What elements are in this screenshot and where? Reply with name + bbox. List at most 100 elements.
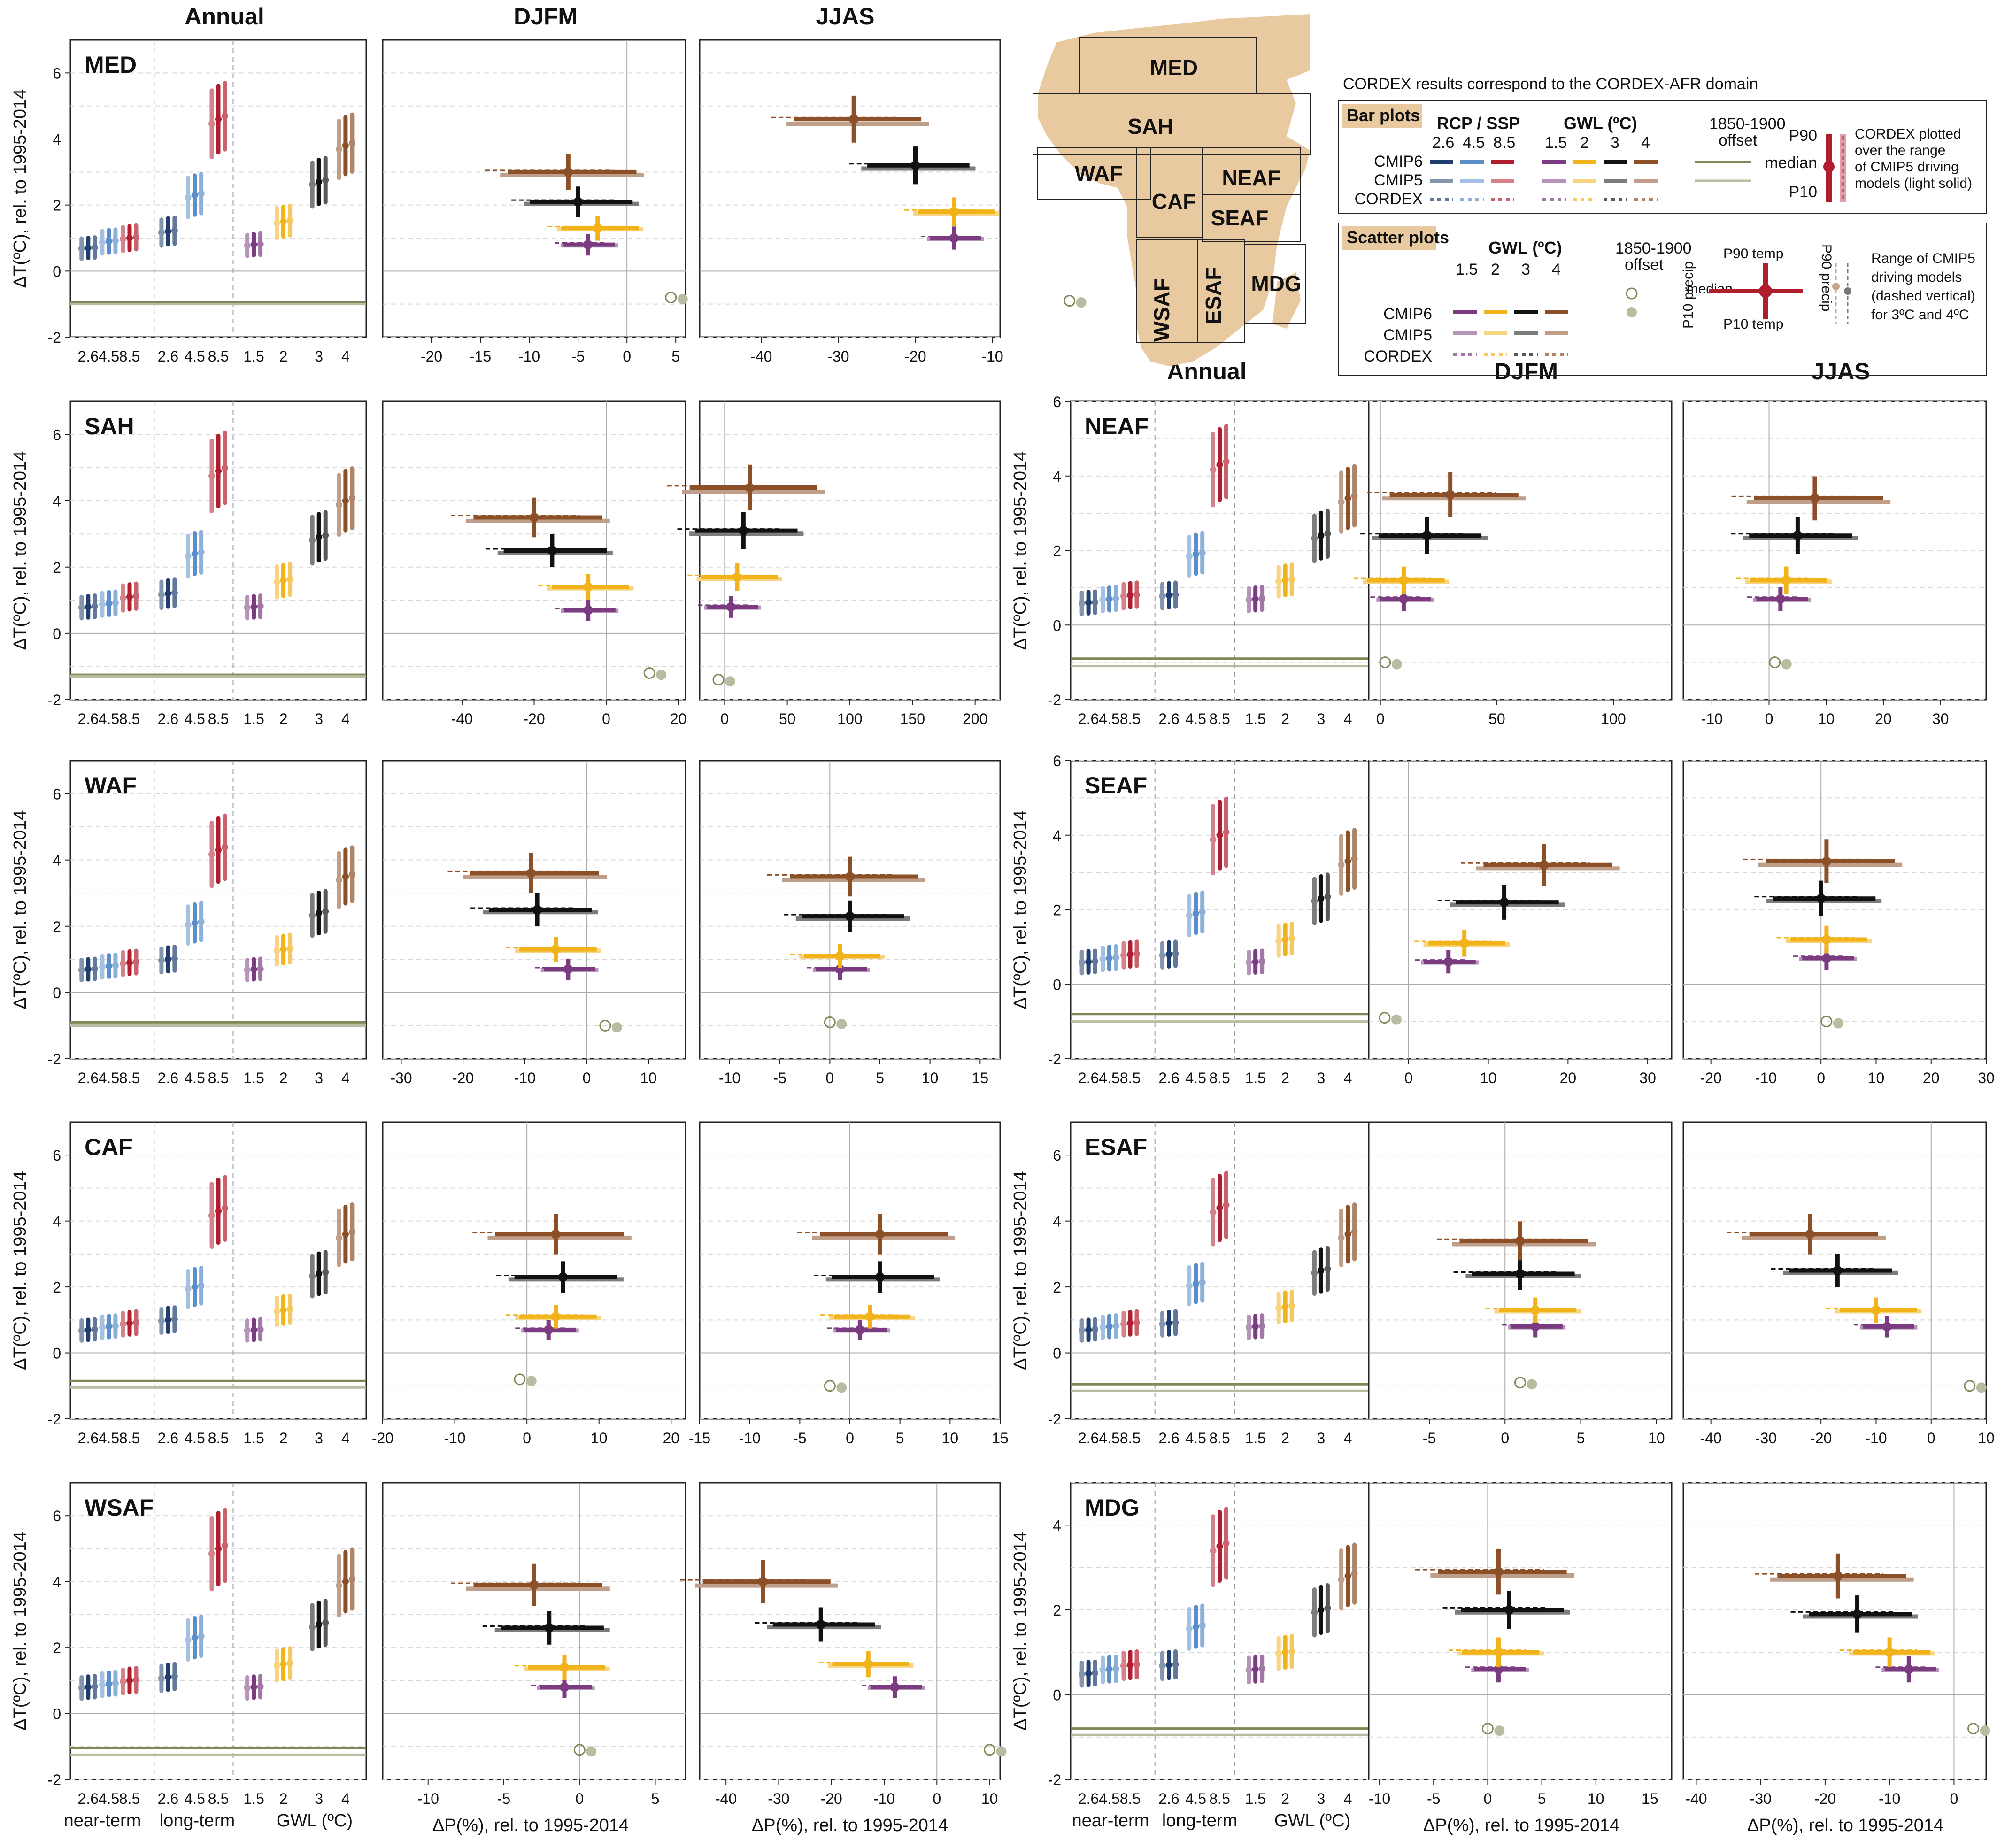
bar-median [1324, 1605, 1331, 1612]
bar-median [164, 1317, 171, 1324]
bar-median [198, 1282, 205, 1289]
offset-point-cmip5 [677, 294, 688, 305]
bar-median [309, 1273, 316, 1280]
x-tick-label: -40 [750, 348, 772, 365]
bar-median [1288, 1648, 1295, 1655]
legend-rcp-ssp: RCP / SSP [1437, 114, 1520, 133]
x-tick-label: 1.5 [243, 1430, 264, 1447]
bar-median [1351, 855, 1358, 862]
scatter-median [1775, 594, 1785, 604]
x-tick-label: 30 [1639, 1070, 1656, 1086]
x-tick-label: 0 [1376, 710, 1385, 727]
bar-median [133, 1319, 139, 1326]
x-tick-label: 4 [1344, 1790, 1352, 1807]
bar-median [1112, 595, 1119, 602]
y-tick-label: 4 [53, 852, 61, 869]
x-tick-label: -10 [518, 348, 540, 365]
offset-point-cmip6 [599, 1019, 611, 1032]
bar-median [257, 603, 264, 610]
x-tick-label: 1.5 [1245, 710, 1265, 727]
bar-median [105, 1680, 112, 1687]
bar-median [1159, 952, 1166, 959]
scatter-median [816, 1619, 826, 1629]
x-tick-label: 4.5 [99, 1430, 119, 1447]
bar-median [1133, 1661, 1140, 1668]
bar-median [273, 1308, 280, 1315]
x-tick-label: 10 [1588, 1790, 1604, 1807]
y-tick-label: 0 [53, 1345, 61, 1362]
scatter-median [551, 1229, 561, 1239]
bar-median [280, 946, 287, 953]
x-tick-label: 0 [1765, 710, 1773, 727]
bar-median [335, 877, 342, 884]
y-tick-label: 0 [53, 625, 61, 642]
offset-point-cmip6 [1820, 1016, 1833, 1028]
bar-median [91, 965, 98, 972]
offset-point-cmip6 [643, 667, 655, 679]
bar-median [198, 1632, 205, 1640]
scatter-median [1833, 1266, 1843, 1275]
bar-median [1172, 1661, 1179, 1668]
scatter-median [745, 483, 755, 493]
group-near-term-left: near-term [64, 1811, 141, 1831]
x-tick-label: -20 [1700, 1070, 1722, 1086]
x-tick-label: 2.6 [1078, 1070, 1099, 1086]
bar-median [1186, 553, 1193, 560]
scatter-median [949, 233, 959, 243]
x-tick-label: 4.5 [99, 1790, 119, 1807]
legend-bar-title: Bar plots [1347, 106, 1420, 125]
bar-median [1282, 1649, 1289, 1656]
bar-median [112, 962, 119, 969]
bar-median [1159, 1663, 1166, 1670]
x-tick-label: 2 [1281, 1790, 1289, 1807]
scatter-median [544, 1623, 554, 1632]
x-tick-label: -30 [827, 348, 849, 365]
bar-median [244, 1685, 251, 1692]
legend-row-cordex: CORDEX [1355, 190, 1423, 208]
bar-median [286, 217, 293, 224]
legend: CORDEX results correspond to the CORDEX-… [1338, 75, 1987, 376]
bar-median [171, 227, 178, 234]
x-tick-label: -10 [981, 348, 1003, 365]
x-tick-label: 0 [623, 348, 631, 365]
africa-region-map: MED SAH WAF CAF NEAF SEAF WSAF ESAF MDG [1033, 14, 1311, 366]
scatter-median [1539, 860, 1549, 870]
x-tick-label: -20 [1810, 1430, 1832, 1447]
bar-median [1112, 1665, 1119, 1672]
legend-range-note-2: driving models [1871, 270, 1962, 285]
legend-p10-temp: P10 temp [1723, 316, 1783, 332]
legend-range-note-3: (dashed vertical) [1871, 288, 1975, 304]
bar-median [91, 603, 98, 610]
legend-scatter-offset-2: offset [1625, 256, 1664, 274]
bar-median [1106, 955, 1113, 962]
bar-median [126, 235, 133, 241]
scatter-median [1904, 1664, 1914, 1674]
x-tick-label: 1.5 [243, 348, 264, 365]
scatter-median [526, 868, 536, 878]
scatter-median [544, 1325, 554, 1335]
bar-median [316, 1621, 323, 1628]
x-tick-label: 15 [992, 1430, 1009, 1447]
x-tick-label: 3 [315, 710, 323, 727]
bar-median [316, 1270, 323, 1278]
x-tick-label: -10 [1369, 1790, 1390, 1807]
bar-median [1127, 1320, 1133, 1327]
x-tick-label: -20 [523, 710, 545, 727]
x-tick-label: -30 [1750, 1790, 1772, 1807]
x-tick-label: 1.5 [243, 710, 264, 727]
bar-median [335, 146, 342, 153]
x-tick-label: 30 [1978, 1070, 1995, 1086]
x-tick-label: -10 [514, 1070, 536, 1086]
scatter-median [573, 197, 583, 207]
scatter-median [865, 1312, 875, 1322]
scatter-median [949, 207, 959, 216]
offset-point-cmip5 [1781, 659, 1792, 670]
bar-median [171, 1316, 178, 1323]
scatter-median [1494, 1567, 1504, 1577]
y-axis-label: ΔT(ºC), rel. to 1995-2014 [10, 89, 30, 288]
scatter-median [1399, 594, 1409, 604]
x-tick-label: 0 [1950, 1790, 1958, 1807]
x-tick-label: -20 [421, 348, 442, 365]
y-tick-label: -2 [48, 1771, 61, 1788]
x-tick-label: -10 [739, 1430, 761, 1447]
